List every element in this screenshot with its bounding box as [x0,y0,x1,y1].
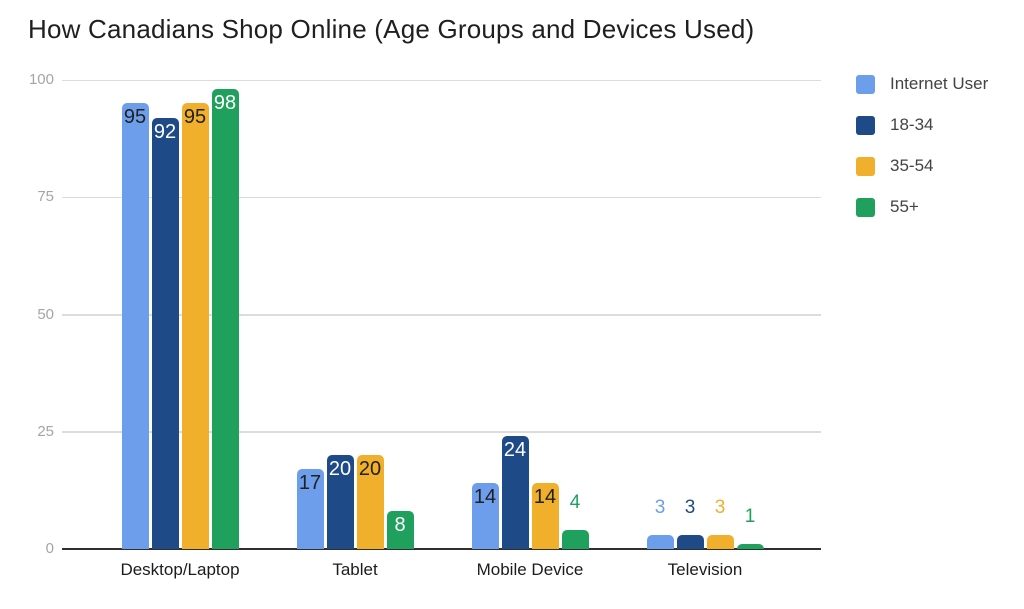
bar-value-label: 4 [569,492,581,514]
bar: 24 [501,436,529,549]
bar: 17 [296,469,324,549]
y-axis-tick-label: 0 [45,540,54,557]
bar: 8 [386,511,414,549]
bar: 14 [471,483,499,549]
bar-value-label: 17 [298,472,322,495]
bar: 92 [151,117,179,549]
bar: 3 [646,497,674,549]
bar-value-label: 95 [123,106,147,129]
y-axis-tick-label: 75 [37,188,54,206]
y-axis-tick-label: 25 [37,422,54,440]
x-axis-category-label: Television [667,560,743,579]
legend-color-swatch-icon [856,74,875,94]
bar-value-label: 3 [714,496,726,518]
legend-color-swatch-icon [856,156,875,176]
legend-item: 18-34 [856,115,988,135]
bar: 3 [676,497,704,549]
bar-value-label: 14 [473,486,497,509]
y-axis-tick-label: 50 [37,305,54,323]
bar-value-label: 8 [394,514,406,537]
x-axis-category-label: Tablet [332,560,378,579]
bar-group: 14 24 14 4 [471,80,589,549]
legend-item: 55+ [856,197,988,217]
legend-item-label: 18-34 [890,115,934,134]
bar: 4 [561,492,589,549]
bar-value-label: 14 [533,486,557,509]
legend-item-label: 35-54 [890,156,934,175]
gridline [62,79,821,81]
chart-title: How Canadians Shop Online (Age Groups an… [28,14,755,44]
bar: 14 [531,483,559,549]
legend-item-label: 55+ [890,197,919,216]
bar-value-label: 20 [328,458,352,481]
legend-item: 35-54 [856,156,988,176]
gridline [62,314,821,316]
plot-area: 95 92 95 98 17 20 20 8 14 24 14 4 3 3 3 1 [62,79,821,550]
bar-value-label: 95 [183,106,207,129]
bar: 98 [211,89,239,549]
bar-value-label: 98 [213,92,237,115]
bar-group: 95 92 95 98 [121,80,239,549]
legend: Internet User 18-34 35-54 55+ [856,74,988,238]
bar: 20 [326,455,354,549]
bar: 20 [356,455,384,549]
legend-item-label: Internet User [890,74,989,93]
bar-value-label: 92 [153,120,177,143]
legend-color-swatch-icon [856,197,875,217]
bar-group: 17 20 20 8 [296,80,414,549]
bar-value-label: 3 [654,496,666,518]
gridline [62,196,821,199]
x-axis-line [62,547,821,550]
bar: 95 [181,103,209,549]
bar: 3 [706,497,734,549]
bar: 1 [736,506,764,549]
bar-value-label: 1 [744,506,756,528]
legend-color-swatch-icon [856,115,875,135]
bar: 95 [121,103,149,549]
gridline [62,431,821,433]
bar-value-label: 24 [503,439,527,462]
x-axis-category-label: Mobile Device [476,560,584,579]
bar-value-label: 20 [358,458,382,481]
x-axis-category-label: Desktop/Laptop [120,560,240,579]
legend-item: Internet User [856,74,988,94]
bar-value-label: 3 [684,496,696,518]
y-axis-tick-label: 100 [28,71,54,88]
